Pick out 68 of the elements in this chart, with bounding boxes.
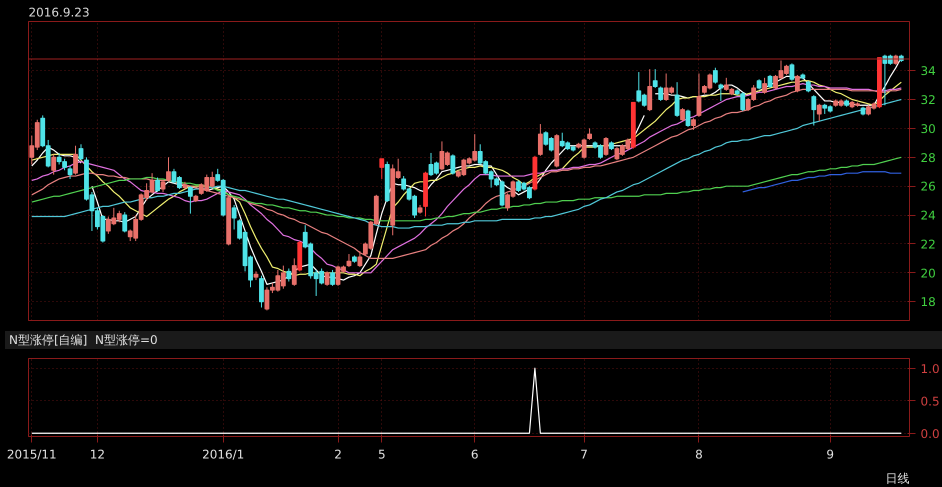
candlestick xyxy=(73,145,78,176)
candlestick xyxy=(330,269,335,286)
candlestick xyxy=(379,158,384,180)
candlestick xyxy=(691,118,696,130)
candlestick xyxy=(78,144,84,161)
y-tick-label: 18 xyxy=(920,295,936,310)
candlestick xyxy=(718,83,724,102)
x-tick-label: 8 xyxy=(695,448,703,462)
candlestick xyxy=(51,154,56,176)
candlestick xyxy=(768,74,772,88)
candlestick xyxy=(712,67,718,84)
x-tick-label: 6 xyxy=(470,448,479,462)
candlestick xyxy=(652,68,658,88)
candlestick xyxy=(188,186,193,214)
x-tick-label: 7 xyxy=(580,448,588,462)
y-tick-label: 34 xyxy=(920,64,936,78)
candlestick xyxy=(122,212,128,233)
line-series xyxy=(31,98,902,229)
chart-title: 2016.9.23 xyxy=(28,6,90,20)
candlestick xyxy=(794,74,800,93)
y-tick-label: 0.5 xyxy=(920,394,940,408)
candlestick xyxy=(816,103,822,122)
line-series xyxy=(31,156,902,222)
candlestick xyxy=(68,165,72,180)
candlestick xyxy=(806,80,811,93)
candlestick xyxy=(658,86,664,102)
candlestick xyxy=(538,124,543,156)
candlestick xyxy=(587,128,592,140)
candlestick xyxy=(680,108,685,122)
candlestick xyxy=(357,250,362,268)
candlestick xyxy=(762,77,767,94)
y-tick-label: 24 xyxy=(920,208,936,223)
y-tick-label: 22 xyxy=(920,237,936,252)
candlestick xyxy=(346,254,352,268)
chart-title: N型涨停[自编] xyxy=(9,333,88,347)
candlestick xyxy=(790,62,794,82)
candlestick xyxy=(166,156,171,182)
text: N型涨停=0 xyxy=(94,333,158,347)
y-tick-label: 28 xyxy=(920,150,936,165)
x-tick-label: 9 xyxy=(826,448,834,462)
text: 日线 xyxy=(886,472,910,486)
x-tick-label: 5 xyxy=(378,448,386,462)
y-tick-label: 30 xyxy=(920,122,936,136)
candlestick xyxy=(160,180,166,192)
candlestick xyxy=(450,154,456,176)
x-tick-label: 2 xyxy=(334,448,342,462)
candlestick xyxy=(324,270,330,286)
line-series xyxy=(742,171,902,193)
x-tick-label: 12 xyxy=(90,448,106,462)
y-tick-label: 0.0 xyxy=(920,426,940,441)
candlestick xyxy=(674,82,680,118)
candlestick xyxy=(756,78,762,90)
y-tick-label: 20 xyxy=(920,266,936,280)
candlestick xyxy=(604,136,608,156)
x-tick-label: 2016/1 xyxy=(202,448,244,462)
y-tick-label: 32 xyxy=(920,93,936,107)
candlestick xyxy=(155,177,160,192)
candlestick xyxy=(286,268,292,282)
candlestick xyxy=(696,73,702,118)
candlestick xyxy=(259,275,264,308)
x-tick-label: 2015/11 xyxy=(6,448,57,462)
candlestick xyxy=(232,204,237,230)
candlestick xyxy=(686,109,690,128)
y-tick-label: 26 xyxy=(920,180,936,194)
candlestick xyxy=(292,258,297,286)
y-tick-label: 1.0 xyxy=(920,362,940,376)
candlestick xyxy=(811,94,816,126)
candlestick xyxy=(647,68,652,112)
